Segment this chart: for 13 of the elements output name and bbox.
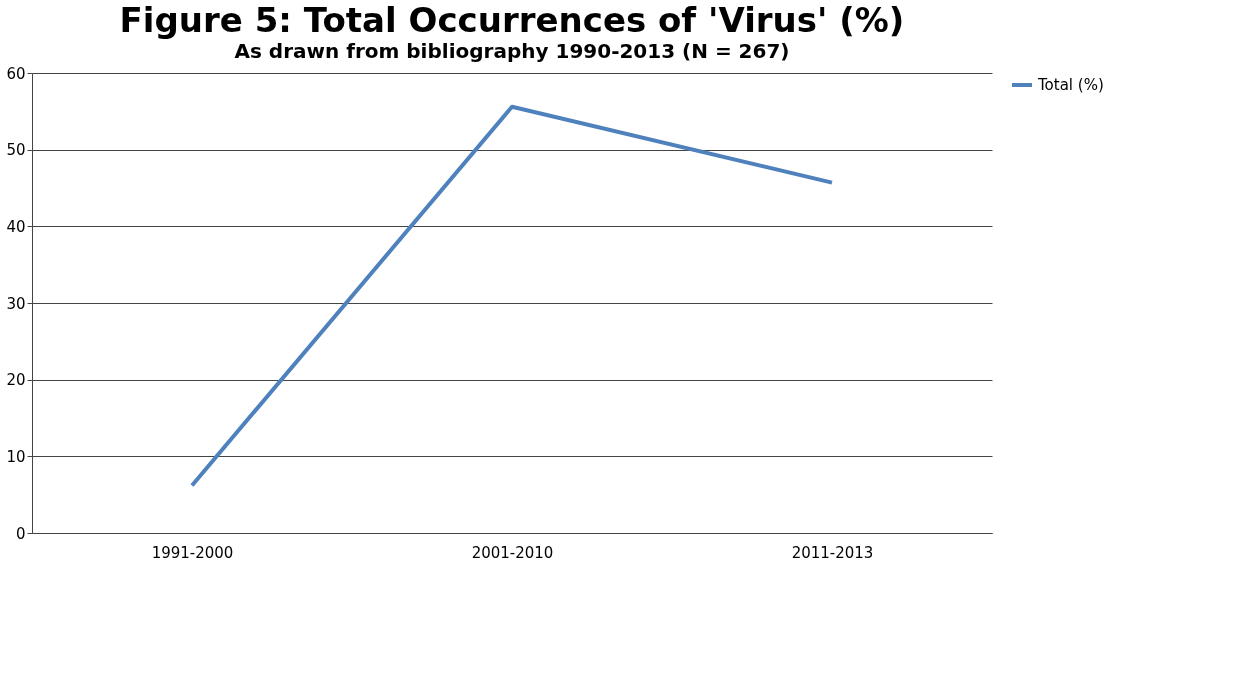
y-tick-label: 20 bbox=[6, 371, 26, 390]
legend-label: Total (%) bbox=[1037, 76, 1104, 94]
chart-subtitle: As drawn from bibliography 1990-2013 (N = 267) bbox=[234, 39, 790, 63]
y-tick-label: 40 bbox=[6, 217, 26, 236]
chart-title: Figure 5: Total Occurrences of 'Virus' (%) bbox=[119, 0, 905, 40]
y-tick-label: 0 bbox=[15, 524, 26, 543]
y-tick-label: 30 bbox=[6, 294, 26, 313]
y-tick-label: 50 bbox=[6, 141, 26, 160]
x-tick-label: 2001-2010 bbox=[471, 543, 554, 562]
y-tick-label: 10 bbox=[6, 447, 26, 466]
y-tick-label: 60 bbox=[6, 64, 26, 83]
x-tick-label: 1991-2000 bbox=[151, 543, 234, 562]
x-tick-label: 2011-2013 bbox=[791, 543, 874, 562]
